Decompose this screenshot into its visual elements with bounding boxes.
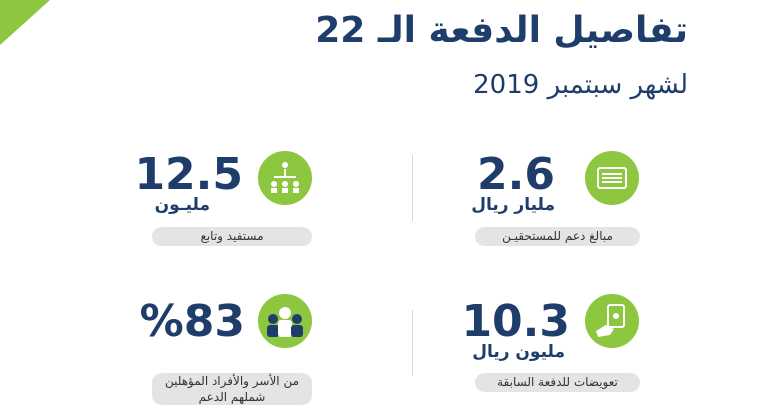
family-icon bbox=[258, 294, 312, 348]
stat-unit: مليار ريال bbox=[471, 195, 555, 215]
stat-unit: مليون ريال bbox=[472, 342, 565, 362]
stat-value: 12.5 bbox=[134, 149, 243, 200]
money-icon bbox=[585, 151, 639, 205]
stat-caption: تعويضات للدفعة السابقة bbox=[475, 373, 640, 392]
hand-money-icon bbox=[585, 294, 639, 348]
people-icon bbox=[258, 151, 312, 205]
stat-caption: مبالغ دعم للمستحقيـن bbox=[475, 227, 640, 246]
stat-caption: من الأسر والأفراد المؤهلين شملهم الدعم bbox=[152, 373, 312, 405]
subtitle: لشهر سبتمبر 2019 bbox=[473, 70, 688, 100]
title: تفاصيل الدفعة الـ 22 bbox=[315, 10, 688, 51]
stat-unit: مليـون bbox=[154, 195, 210, 215]
stat-caption: مستفيد وتابع bbox=[152, 227, 312, 246]
stat-value: 2.6 bbox=[477, 149, 555, 200]
divider bbox=[412, 310, 413, 376]
stat-value: 10.3 bbox=[461, 296, 570, 347]
corner-triangle bbox=[0, 0, 50, 45]
divider bbox=[412, 155, 413, 221]
stat-value: %83 bbox=[139, 296, 245, 347]
